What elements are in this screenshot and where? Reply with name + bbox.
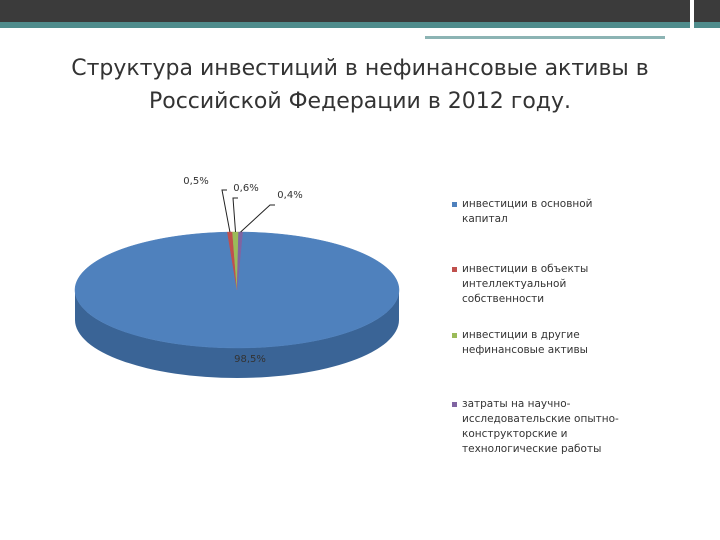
top-stripe [0, 22, 720, 28]
chart-title: Структура инвестиций в нефинансовые акти… [71, 56, 649, 114]
top-bar [0, 0, 720, 22]
data-label: 0,5% [183, 176, 208, 187]
data-label: 98,5% [234, 354, 266, 365]
leader-line [221, 189, 231, 233]
legend-swatch [452, 402, 457, 407]
legend-label: инвестиции в другие нефинансовые активы [462, 329, 588, 356]
legend-swatch [452, 202, 457, 207]
legend-label: инвестиции в основной капитал [462, 198, 593, 225]
top-notch [690, 0, 694, 48]
legend-swatch [452, 267, 457, 272]
legend-label: инвестиции в объекты интеллектуальной со… [462, 263, 589, 305]
pie-slice [236, 231, 243, 291]
pie-side [75, 290, 399, 378]
data-label: 0,6% [233, 183, 258, 194]
top-line [425, 36, 665, 39]
leader-line [232, 197, 238, 233]
legend-label: затраты на научно-исследовательские опыт… [462, 398, 619, 455]
data-label: 0,4% [277, 190, 302, 201]
legend-swatch [452, 333, 457, 338]
leader-line [240, 204, 275, 233]
